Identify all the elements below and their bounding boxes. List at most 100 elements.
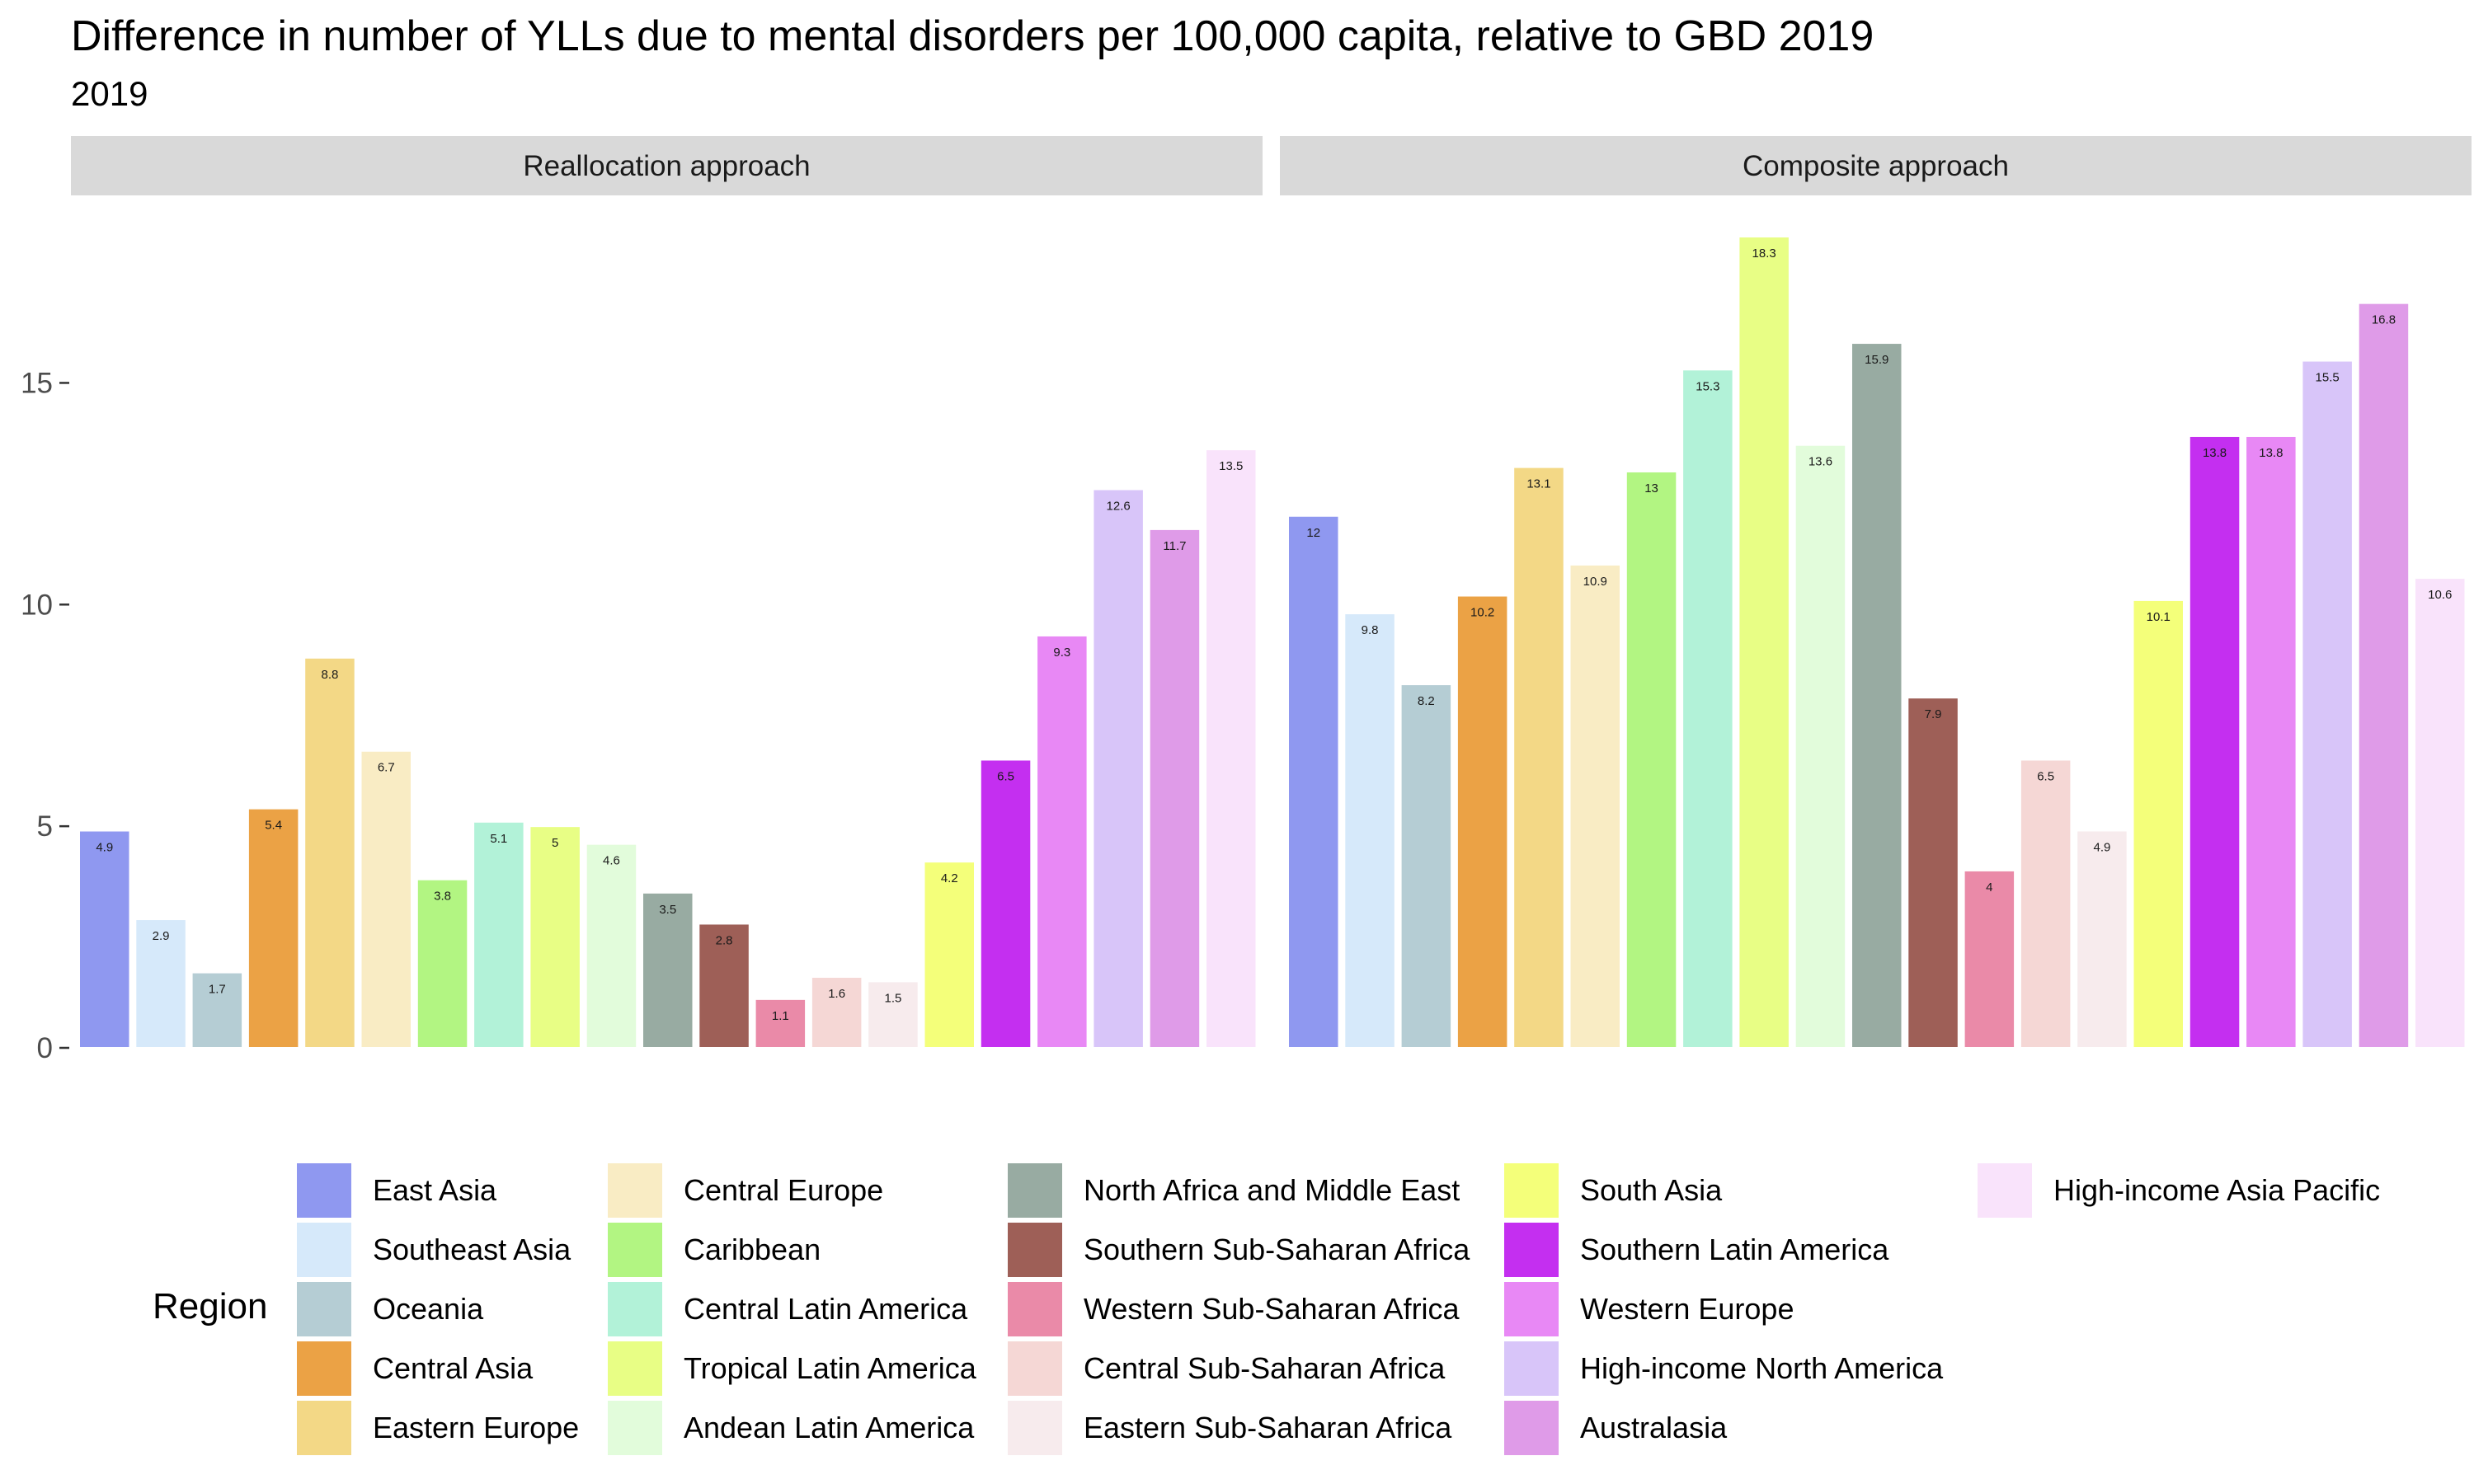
legend-label: High-income Asia Pacific — [2053, 1173, 2381, 1207]
bar-value-label-1-11: 7.9 — [1925, 707, 1942, 721]
bar-0-0 — [78, 829, 131, 1049]
legend-swatch — [1503, 1280, 1560, 1338]
legend-item: Central Asia — [295, 1339, 533, 1398]
bar-value-label-0-12: 1.1 — [772, 1009, 789, 1023]
legend-label: Caribbean — [684, 1233, 821, 1266]
bar-1-7 — [1681, 369, 1734, 1049]
legend-label: Andean Latin America — [684, 1411, 975, 1444]
bar-value-label-1-10: 15.9 — [1865, 353, 1888, 367]
bar-0-18 — [1092, 488, 1145, 1049]
legend-swatch — [295, 1399, 353, 1457]
facet-strip-label-0: Reallocation approach — [523, 150, 810, 182]
legend-swatch — [1006, 1162, 1064, 1219]
bar-0-9 — [585, 843, 638, 1050]
bar-value-label-0-5: 6.7 — [378, 761, 395, 775]
bar-value-label-0-20: 13.5 — [1219, 459, 1243, 473]
legend-label: Western Europe — [1580, 1292, 1794, 1326]
legend-label: Oceania — [373, 1292, 484, 1326]
legend-item: Eastern Europe — [295, 1398, 579, 1458]
bar-value-label-0-14: 1.5 — [885, 991, 902, 1005]
bar-1-9 — [1794, 444, 1847, 1049]
bar-value-label-1-13: 6.5 — [2037, 769, 2054, 783]
y-tick-label-0: 0 — [37, 1032, 53, 1064]
legend-swatch — [1503, 1340, 1560, 1397]
legend-label: Southeast Asia — [373, 1233, 571, 1266]
bar-1-12 — [1963, 869, 2016, 1050]
legend-item: Southern Sub-Saharan Africa — [1006, 1220, 1470, 1280]
legend-item: Australasia — [1503, 1398, 1727, 1458]
legend-label: Central Asia — [373, 1351, 534, 1385]
legend-item: Oceania — [295, 1280, 483, 1339]
bar-value-label-0-7: 5.1 — [490, 832, 507, 846]
bar-0-1 — [134, 918, 187, 1049]
bar-1-17 — [2245, 434, 2298, 1049]
bar-value-label-0-1: 2.9 — [153, 929, 170, 943]
bar-value-label-1-1: 9.8 — [1362, 623, 1379, 637]
bar-value-label-1-17: 13.8 — [2259, 446, 2283, 460]
legend-swatch — [295, 1221, 353, 1279]
bar-value-label-0-9: 4.6 — [603, 854, 620, 868]
bar-value-label-0-3: 5.4 — [265, 819, 282, 833]
bar-0-11 — [698, 923, 750, 1049]
bar-0-7 — [473, 820, 525, 1050]
legend-label: Eastern Europe — [373, 1411, 580, 1444]
legend-item: Caribbean — [606, 1220, 821, 1280]
legend-label: Central Latin America — [684, 1292, 968, 1326]
bar-0-2 — [190, 971, 244, 1050]
legend-title: Region — [153, 1286, 268, 1327]
legend-item: Tropical Latin America — [606, 1339, 976, 1398]
bar-1-3 — [1456, 594, 1509, 1049]
legend-item: Western Europe — [1503, 1280, 1794, 1339]
bar-value-label-0-10: 3.5 — [659, 903, 676, 917]
chart-subtitle: 2019 — [71, 74, 148, 113]
bar-value-label-1-12: 4 — [1986, 881, 1992, 895]
legend-label: High-income North America — [1580, 1351, 1944, 1385]
legend-label: Australasia — [1580, 1411, 1728, 1444]
bar-1-0 — [1287, 514, 1340, 1049]
chart-title: Difference in number of YLLs due to ment… — [71, 12, 1874, 60]
legend-swatch — [1006, 1280, 1064, 1338]
legend-swatch — [1503, 1221, 1560, 1279]
bar-0-12 — [754, 998, 807, 1049]
bar-value-label-0-16: 6.5 — [997, 769, 1014, 783]
legend-label: Central Europe — [684, 1173, 884, 1207]
legend-item: High-income North America — [1503, 1339, 1943, 1398]
bar-1-11 — [1907, 697, 1959, 1050]
bar-value-label-1-15: 10.1 — [2147, 610, 2171, 624]
legend-item: Central Latin America — [606, 1280, 967, 1339]
bar-value-label-0-4: 8.8 — [322, 668, 339, 682]
bar-value-label-1-14: 4.9 — [2094, 841, 2111, 855]
bar-1-15 — [2132, 599, 2185, 1049]
bar-1-10 — [1851, 342, 1903, 1049]
legend-item: East Asia — [295, 1161, 496, 1220]
bar-0-14 — [867, 980, 920, 1049]
y-tick-label-2: 10 — [21, 589, 53, 621]
bar-0-8 — [529, 825, 581, 1049]
legend-item: North Africa and Middle East — [1006, 1161, 1460, 1220]
bar-value-label-1-20: 10.6 — [2428, 588, 2452, 602]
bar-1-2 — [1399, 683, 1453, 1049]
legend-swatch — [1006, 1399, 1064, 1457]
legend-label: Western Sub-Saharan Africa — [1084, 1292, 1460, 1326]
bar-0-4 — [303, 656, 356, 1050]
facet-strip-label-1: Composite approach — [1743, 150, 2009, 182]
bar-0-15 — [923, 861, 976, 1049]
bar-0-13 — [810, 975, 863, 1049]
bar-0-3 — [247, 807, 300, 1049]
bar-chart: 0 5 10 15 Reallocation approach 4.9 2.9 1.7 5.4 8… — [21, 136, 2472, 1064]
legend-label: Central Sub-Saharan Africa — [1084, 1351, 1446, 1385]
bar-value-label-1-6: 13 — [1644, 481, 1658, 495]
legend-swatch — [1503, 1399, 1560, 1457]
bar-1-1 — [1343, 613, 1396, 1049]
bar-0-19 — [1148, 528, 1202, 1049]
bar-1-20 — [2414, 577, 2467, 1049]
facet-strip-1 — [1280, 136, 2472, 195]
bar-value-label-0-11: 2.8 — [716, 933, 733, 947]
legend-item: High-income Asia Pacific — [1976, 1161, 2380, 1220]
legend-item: Western Sub-Saharan Africa — [1006, 1280, 1460, 1339]
legend-swatch — [606, 1340, 664, 1397]
bar-value-label-1-0: 12 — [1306, 526, 1320, 540]
y-tick-label-1: 5 — [37, 810, 53, 843]
bar-value-label-0-0: 4.9 — [96, 841, 113, 855]
bar-value-label-1-16: 13.8 — [2203, 446, 2227, 460]
